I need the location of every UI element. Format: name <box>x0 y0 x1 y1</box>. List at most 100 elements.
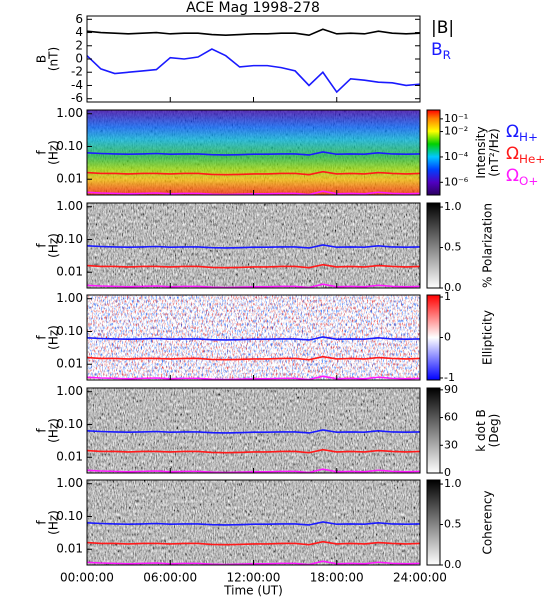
y-tick-label: 0.01 <box>56 265 83 279</box>
colorbar-tick-label: 0.0 <box>444 281 462 294</box>
legend-entry: ΩH+ <box>506 122 538 144</box>
y-axis-label: (nT) <box>47 47 61 71</box>
colorbar-label: (Deg) <box>487 414 501 448</box>
data-line <box>86 28 421 37</box>
spectrogram-image <box>87 480 420 565</box>
spectrogram-image <box>87 388 420 473</box>
x-tick-label: 12:00:00 <box>227 571 281 585</box>
colorbar-tick-label: 0 <box>444 466 451 479</box>
y-axis-label: f <box>35 243 49 248</box>
y-tick-label: 1.00 <box>56 199 83 213</box>
x-tick-label: 24:00:00 <box>393 571 447 585</box>
y-tick-label: 0.01 <box>56 542 83 556</box>
legend-name: Ω <box>506 122 519 142</box>
y-axis-label: f <box>35 335 49 340</box>
data-line <box>86 521 421 526</box>
colorbar-tick-label: 10⁻² <box>444 125 468 138</box>
y-axis-label: (Hz) <box>47 140 61 165</box>
y-axis-label: (Hz) <box>47 510 61 535</box>
spectrogram-image <box>87 203 420 288</box>
y-axis-label: (Hz) <box>47 418 61 443</box>
y-axis-label: f <box>35 150 49 155</box>
x-tick-label: 18:00:00 <box>310 571 364 585</box>
data-line <box>86 429 421 434</box>
colorbar <box>426 387 441 474</box>
colorbar-tick-label: 1.0 <box>444 477 462 490</box>
spectrogram-texture <box>87 110 420 195</box>
y-axis-label: (Hz) <box>47 233 61 258</box>
colorbar-tick-label: 1 <box>444 290 451 303</box>
colorbar-tick-label: 10⁻⁴ <box>444 150 469 163</box>
legend-subscript: R <box>443 48 451 62</box>
data-line <box>86 151 421 156</box>
colorbar-tick-label: 30 <box>444 438 458 451</box>
y-tick-label: 1.00 <box>56 476 83 490</box>
colorbar-label: % Polarization <box>481 203 495 288</box>
colorbar <box>426 202 441 289</box>
colorbar-label: (nT²/Hz) <box>487 128 501 176</box>
legend-subscript: He+ <box>519 152 545 166</box>
data-line <box>86 540 421 546</box>
y-axis-label: B <box>35 55 49 63</box>
colorbar-label: Coherency <box>481 490 495 554</box>
y-axis-label: f <box>35 520 49 525</box>
x-axis-label: Time (UT) <box>223 584 283 598</box>
y-tick-label: 0.10 <box>56 139 83 153</box>
legend-name: Ω <box>506 144 519 164</box>
y-tick-label: 0.10 <box>56 417 83 431</box>
legend-name: B <box>431 40 443 60</box>
y-tick-label: 0.01 <box>56 357 83 371</box>
y-tick-label: 0 <box>75 52 83 66</box>
y-tick-label: 0.10 <box>56 324 83 338</box>
colorbar-tick-label: 0 <box>444 331 451 344</box>
data-line <box>86 244 421 249</box>
y-tick-label: 0.10 <box>56 509 83 523</box>
data-line <box>86 170 421 176</box>
y-tick-label: -6 <box>71 91 83 105</box>
y-tick-label: -2 <box>71 65 83 79</box>
colorbar-tick-label: 60 <box>444 411 458 424</box>
colorbar-tick-label: 0.5 <box>444 241 462 254</box>
y-tick-label: 0.01 <box>56 172 83 186</box>
colorbar-tick-label: 0.0 <box>444 558 462 571</box>
colorbar <box>426 294 441 381</box>
colorbar-label: Intensity <box>474 126 488 178</box>
y-tick-label: 4 <box>75 25 83 39</box>
data-line <box>86 355 421 361</box>
legend-subscript: H+ <box>519 130 538 144</box>
legend-name: Ω <box>506 166 519 186</box>
y-tick-label: 0.10 <box>56 232 83 246</box>
legend-entry: ΩO+ <box>506 166 538 188</box>
legend-entry: BR <box>431 40 451 62</box>
data-line <box>86 263 421 269</box>
colorbar <box>426 479 441 566</box>
colorbar <box>426 109 441 196</box>
legend-entry: |B| <box>431 18 454 38</box>
legend-entry: ΩHe+ <box>506 144 545 166</box>
y-tick-label: 2 <box>75 38 83 52</box>
legend-name: |B| <box>431 18 454 38</box>
colorbar-tick-label: 10⁻¹ <box>444 112 468 125</box>
y-axis-label: (Hz) <box>47 325 61 350</box>
y-axis-label: f <box>35 428 49 433</box>
colorbar-label: k dot B <box>474 409 488 451</box>
legend-subscript: O+ <box>519 174 538 188</box>
colorbar-tick-label: 0.5 <box>444 518 462 531</box>
colorbar-tick-label: 10⁻⁶ <box>444 175 469 188</box>
x-tick-label: 06:00:00 <box>143 571 197 585</box>
data-line <box>86 448 421 454</box>
y-tick-label: 6 <box>75 12 83 26</box>
chart-title: ACE Mag 1998-278 <box>186 0 320 16</box>
y-tick-label: 0.01 <box>56 450 83 464</box>
plot-frame <box>86 15 421 103</box>
y-tick-label: -4 <box>71 78 83 92</box>
data-line <box>86 336 421 341</box>
colorbar-tick-label: -1 <box>444 371 455 384</box>
colorbar-tick-label: 1.0 <box>444 200 462 213</box>
spectrogram-texture <box>87 295 420 380</box>
y-tick-label: 1.00 <box>56 106 83 120</box>
colorbar-label: Ellipticity <box>481 310 495 365</box>
data-line <box>86 48 421 94</box>
colorbar-tick-label: 90 <box>444 383 458 396</box>
